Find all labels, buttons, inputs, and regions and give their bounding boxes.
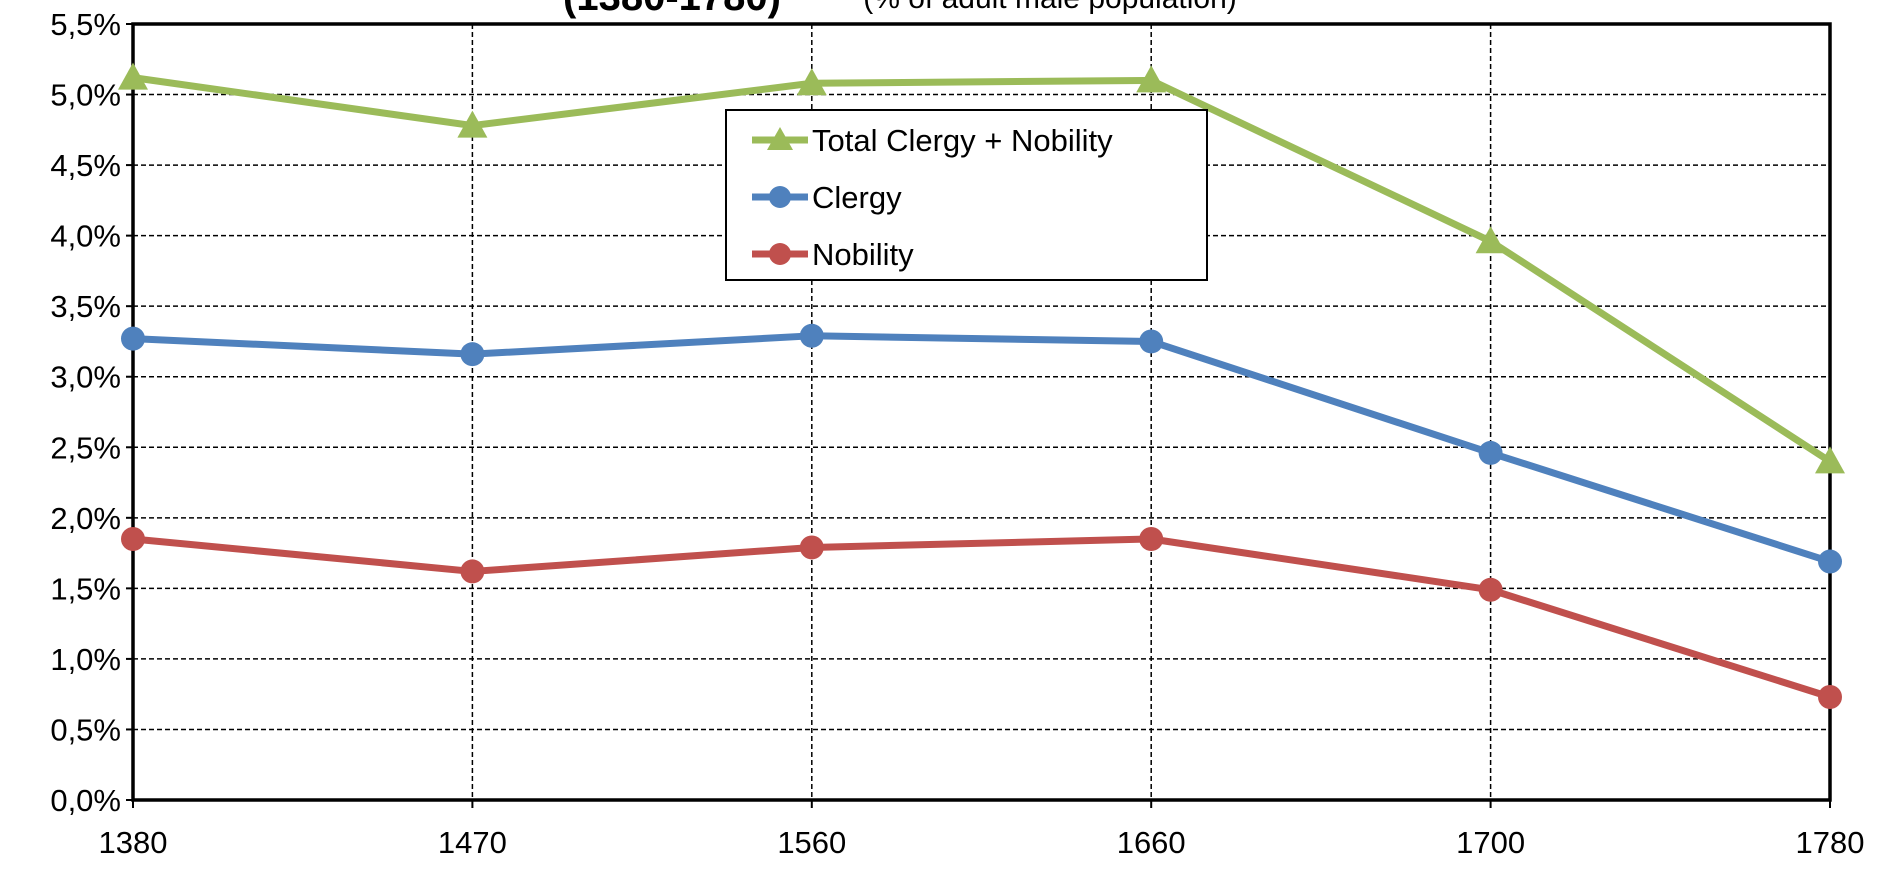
x-tick-label: 1470 (438, 825, 507, 860)
data-point (1136, 65, 1167, 93)
x-tick-label: 1380 (99, 825, 168, 860)
data-point (1139, 526, 1164, 551)
x-tick-label: 1560 (777, 825, 846, 860)
y-tick-label: 5,5% (50, 7, 121, 42)
y-tick-label: 3,0% (50, 360, 121, 395)
legend-label: Clergy (812, 180, 902, 215)
series-line (132, 332, 1832, 565)
data-point (1475, 226, 1506, 254)
chart-subtitle: (% of adult male population) (863, 0, 1237, 15)
series-line (132, 74, 1832, 465)
y-tick-label: 4,5% (50, 148, 121, 183)
y-tick-label: 0,0% (50, 783, 121, 818)
legend-marker (767, 127, 793, 150)
data-point (1818, 685, 1842, 710)
series-line (132, 535, 1832, 701)
y-tick-label: 3,5% (50, 289, 121, 324)
x-tick-label: 1660 (1117, 825, 1186, 860)
data-point (457, 110, 488, 138)
y-tick-label: 0,5% (50, 712, 121, 747)
data-point (1478, 440, 1503, 465)
data-point (1139, 329, 1164, 354)
x-tick-label: 1700 (1456, 825, 1525, 860)
data-point (121, 326, 145, 351)
y-tick-label: 4,0% (50, 219, 121, 254)
plot-frame (131, 22, 1832, 802)
y-tick-label: 1,5% (50, 571, 121, 606)
data-point (121, 526, 145, 551)
data-point (1815, 446, 1845, 474)
data-point (1818, 549, 1842, 574)
legend-label: Nobility (812, 237, 914, 272)
data-point (460, 342, 485, 367)
legend-marker (769, 243, 791, 265)
y-tick-label: 5,0% (50, 78, 121, 113)
legend-label: Total Clergy + Nobility (812, 123, 1113, 158)
data-point (799, 535, 824, 560)
data-point (799, 323, 824, 348)
data-point (1478, 577, 1503, 602)
x-tick-label: 1780 (1796, 825, 1865, 860)
legend-marker (769, 186, 791, 208)
data-point (796, 68, 827, 96)
data-point (460, 559, 485, 584)
y-tick-label: 1,0% (50, 642, 121, 677)
chart-title: (1380-1780) (563, 0, 781, 19)
data-point (118, 62, 148, 90)
y-tick-label: 2,0% (50, 501, 121, 536)
y-tick-label: 2,5% (50, 430, 121, 465)
